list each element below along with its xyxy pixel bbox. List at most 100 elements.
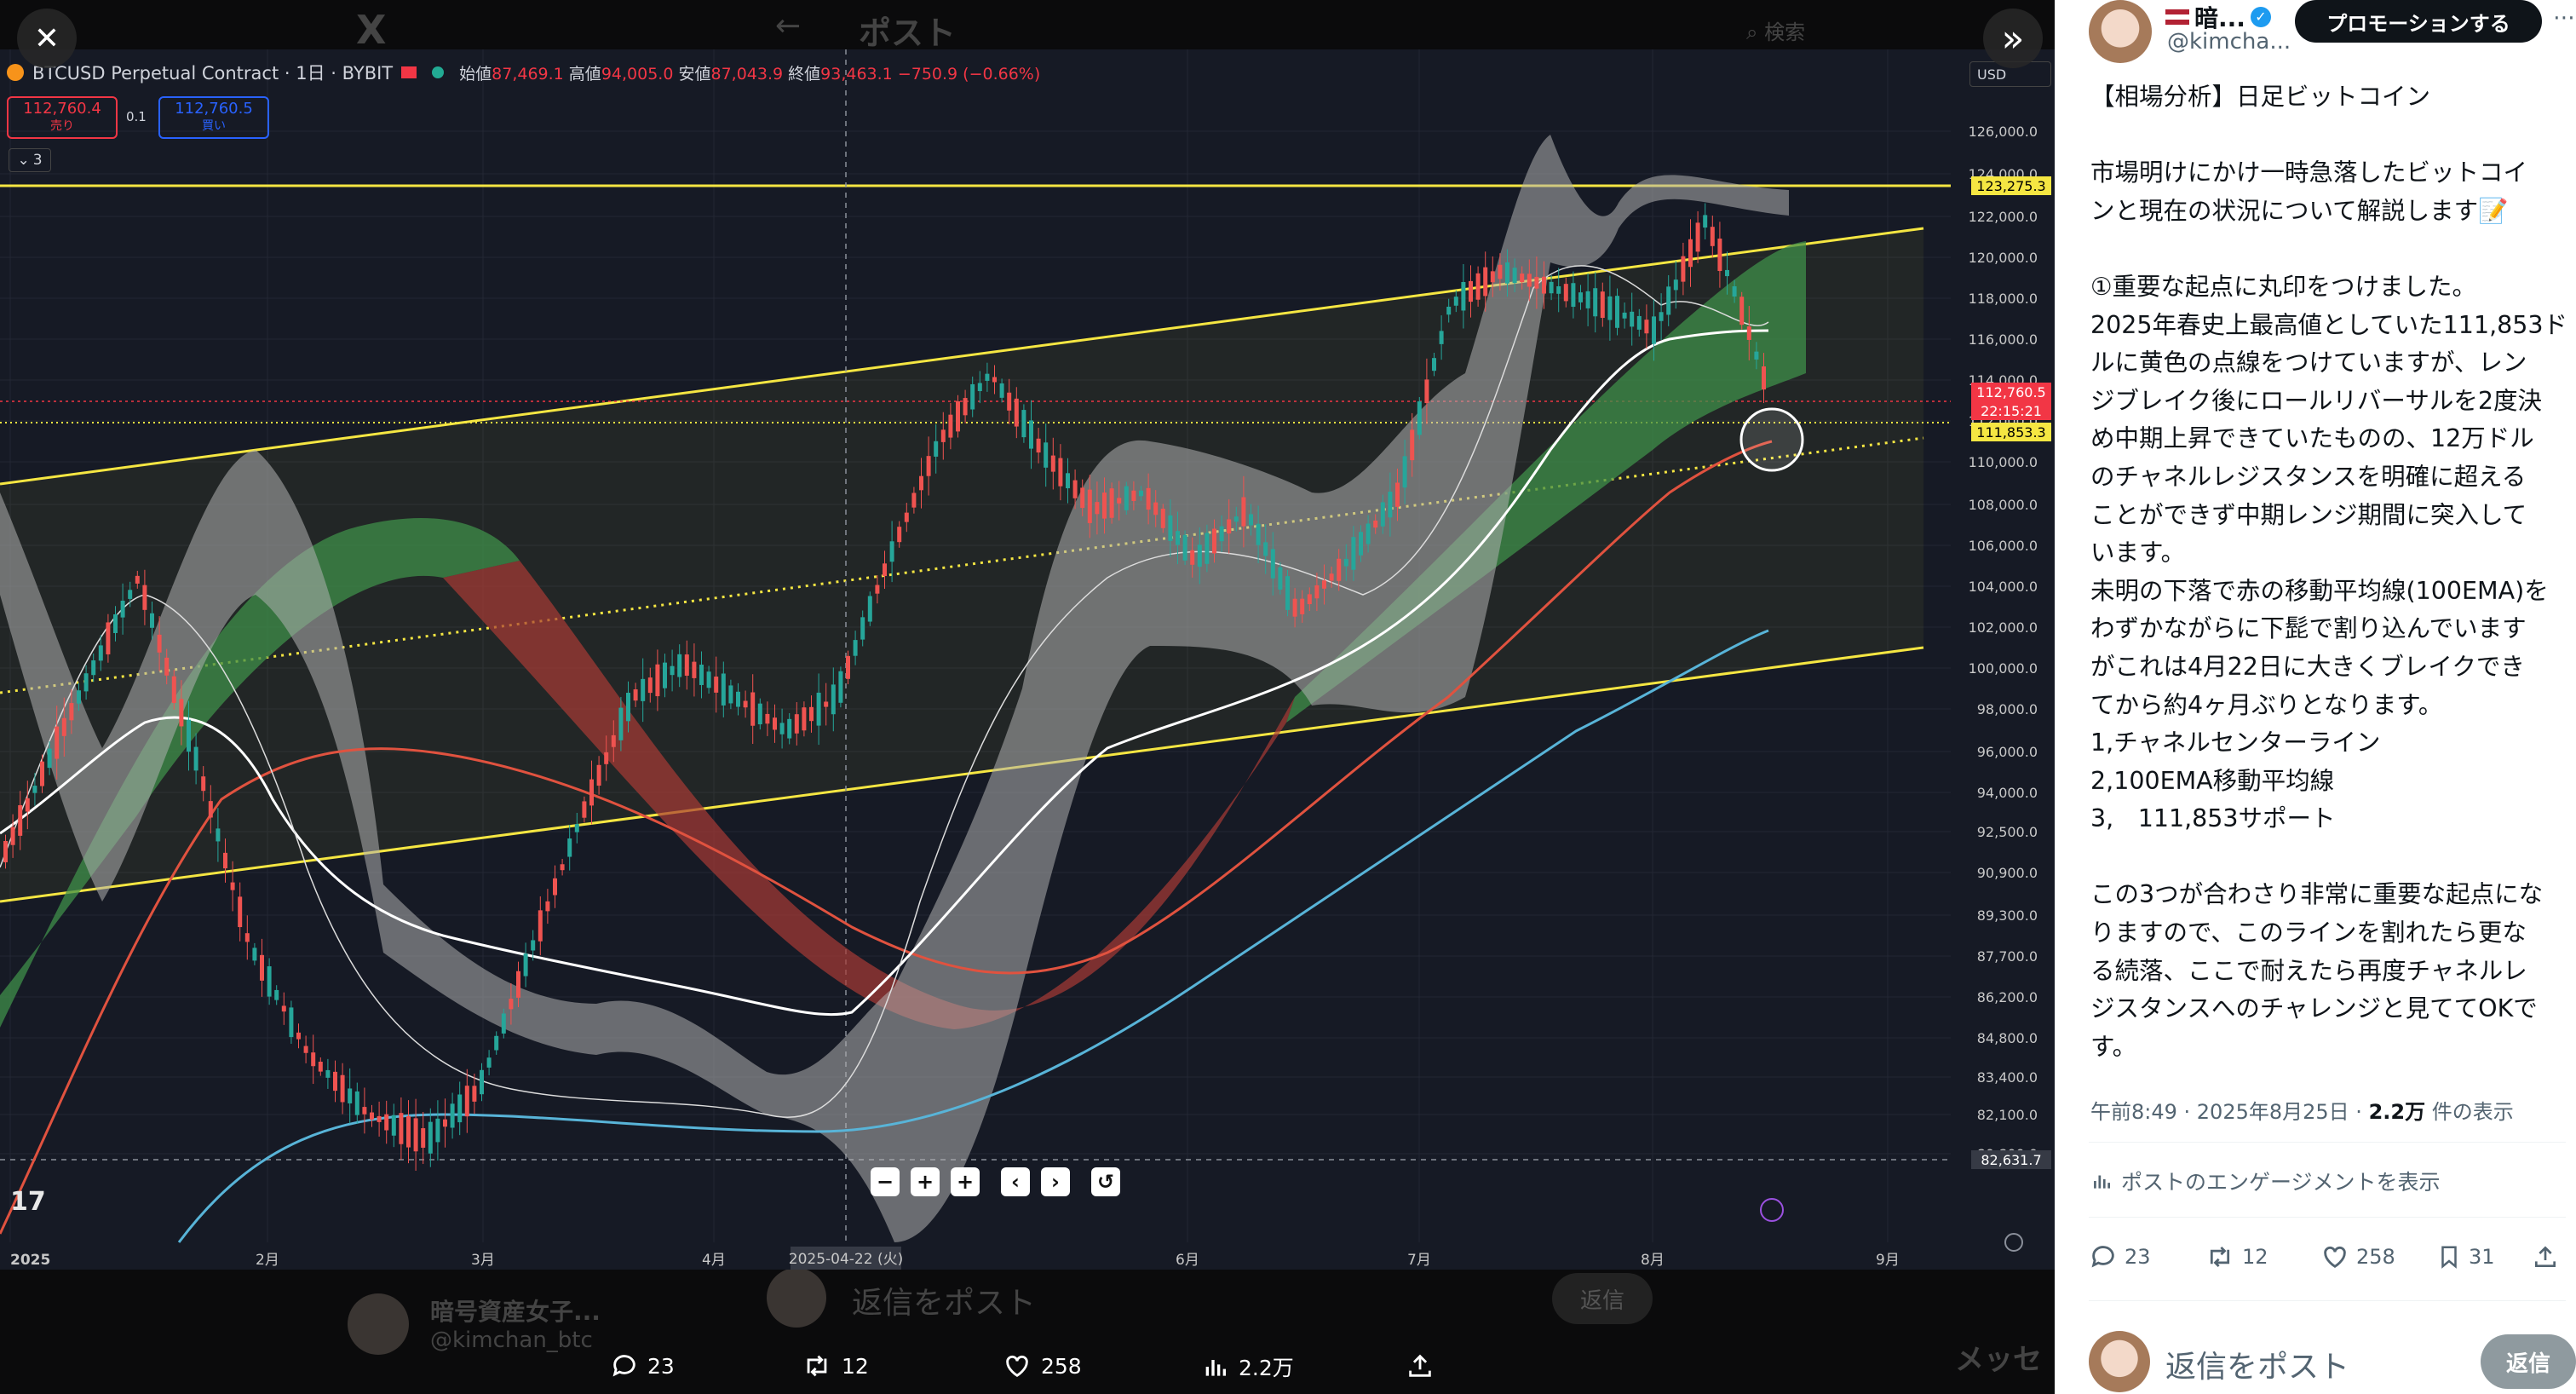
post-text-line: 市場明けにかけ一時急落したビットコイ [2090,158,2528,187]
y-tick-label: 122,000.0 [1969,209,2038,225]
engagement-link[interactable]: ポストのエンゲージメントを表示 [2090,1166,2441,1196]
candle [10,814,15,858]
candle-body [1681,256,1686,282]
candle [633,683,638,707]
scroll-left-button[interactable]: ‹ [1001,1167,1030,1196]
candle-body [699,665,704,685]
bitcoin-icon [7,64,24,81]
candle-body [948,414,953,438]
candle-body [838,671,843,703]
promote-button[interactable]: プロモーションする [2295,0,2542,43]
candle-body [1395,482,1400,507]
candle [501,1008,506,1039]
candle [963,389,968,423]
candle-body [1388,492,1393,518]
y-tick-label: 106,000.0 [1969,538,2038,554]
scroll-right-button[interactable]: › [1041,1167,1070,1196]
candle-body [846,655,850,679]
reset-chart-button[interactable]: ↺ [1091,1167,1120,1196]
candle-body [1739,297,1745,325]
candle-body [1233,516,1239,522]
reply-action[interactable]: 23 [610,1351,675,1380]
candle-body [1131,490,1136,501]
candle [1542,261,1546,309]
candle [1124,481,1129,516]
indicators-toggle[interactable]: ⌄ 3 [9,148,51,172]
candle [538,896,543,956]
candle [201,766,206,802]
candle [55,706,60,780]
candle [1300,590,1305,623]
views-action[interactable]: 2.2万 [1203,1351,1294,1382]
candle-body [831,684,836,715]
candle [1571,271,1576,319]
candle [721,661,726,717]
sell-button[interactable]: 112,760.4 売り [7,96,118,139]
close-button[interactable]: ✕ [17,9,77,68]
candle [714,656,719,713]
post-text-line: 未明の下落で赤の移動平均線(100EMA)を [2090,576,2549,605]
like-action[interactable]: 258 [1002,1351,1082,1380]
candle-body [1176,531,1180,545]
us-flag-icon [2165,9,2189,25]
candle-body [1475,273,1481,300]
candle [157,616,162,671]
candle-body [1359,532,1363,556]
author-handle[interactable]: @kimcha... [2167,29,2291,55]
candle-body [1490,271,1495,283]
candle-body [977,383,982,392]
post-text-line: がこれは4月22日に大きくブレイクでき [2090,652,2525,681]
candle-body [3,840,8,863]
post-text-line: います。 [2090,539,2186,567]
x-tick-label: 4月 [702,1252,726,1269]
candle [1498,253,1503,291]
candle-body [1146,487,1151,510]
share-action[interactable] [2532,1242,2559,1271]
candle-body [120,600,125,618]
crosshair-button[interactable]: + [951,1167,980,1196]
candle [348,1068,353,1124]
expand-panel-button[interactable]: » [1983,9,2043,68]
reply-action[interactable]: 23 [2089,1242,2151,1271]
candle-body [1007,392,1012,411]
candle-body [1285,576,1290,610]
repost-action[interactable]: 12 [801,1351,869,1380]
candle-body [1762,366,1766,390]
candle-body [1746,326,1751,340]
zoom-out-button[interactable]: − [871,1167,900,1196]
bookmark-action[interactable]: 31 [2436,1242,2495,1271]
candle [1058,444,1063,501]
author-name[interactable]: 暗... ✓ [2165,0,2271,34]
more-options-icon[interactable]: ⋯ [2553,5,2575,31]
candle-body [370,1112,374,1120]
reply-input[interactable]: 返信をポスト [2165,1350,2350,1385]
buy-button[interactable]: 112,760.5 買い [158,96,269,139]
candle-body [157,634,162,653]
crosshair-date-tag: 2025-04-22 (火) [789,1247,903,1270]
y-tick-label: 86,200.0 [1977,989,2038,1005]
reply-button[interactable]: 返信 [2481,1334,2576,1389]
candle-body [626,693,630,722]
bear-cloud [443,561,1295,1029]
candle-body [1520,274,1525,283]
like-action[interactable]: 258 [2320,1242,2395,1271]
repost-action[interactable]: 12 [2205,1242,2268,1271]
reply-avatar[interactable] [2089,1331,2150,1392]
candle [1233,506,1239,532]
author-avatar[interactable] [2089,0,2152,63]
share-action[interactable] [1406,1351,1435,1380]
candle-body [61,717,66,736]
candle [370,1104,374,1127]
share-icon [2535,1246,2556,1267]
candle-body [296,1032,301,1040]
candle-body [1102,493,1107,519]
candle [1153,490,1159,527]
candle-body [706,671,711,688]
candle-body [523,953,528,976]
zoom-in-button[interactable]: + [911,1167,940,1196]
candle-body [853,640,858,656]
candle [1219,515,1224,552]
post-timestamp[interactable]: 午前8:49 · 2025年8月25日 · 2.2万 件の表示 [2090,1100,2514,1124]
candle [589,760,594,825]
candle-body [10,827,15,845]
